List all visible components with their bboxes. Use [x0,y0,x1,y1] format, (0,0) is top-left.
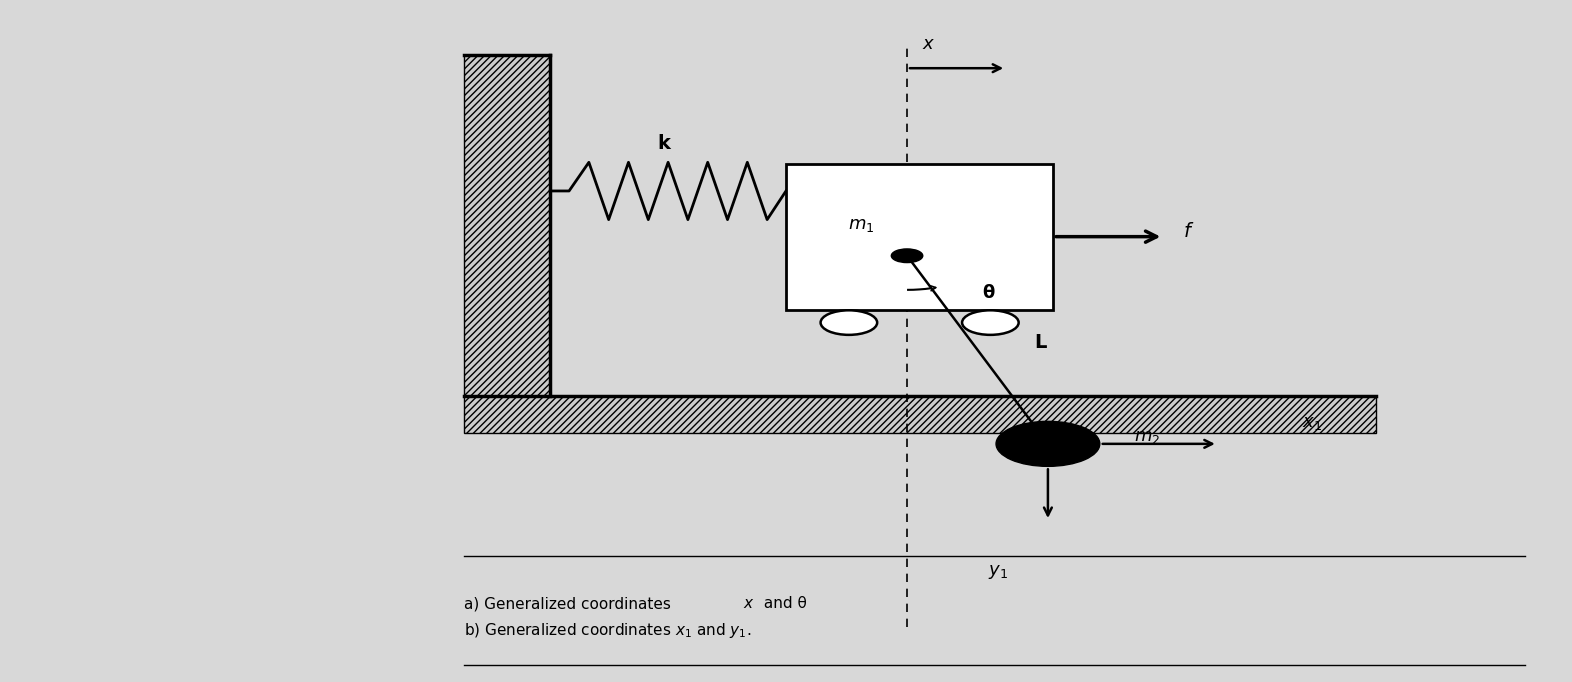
Bar [786,164,1053,310]
Circle shape [891,249,923,263]
Text: f: f [1184,222,1190,241]
Text: θ: θ [982,284,995,302]
Bar [464,55,550,396]
Text: k: k [657,134,670,153]
Circle shape [821,310,877,335]
Text: a) Generalized coordinates: a) Generalized coordinates [464,596,676,611]
Text: $m_1$: $m_1$ [849,216,874,234]
Text: $m_2$: $m_2$ [1135,428,1160,446]
Text: b) Generalized coordinates $x_1$ and $y_1$.: b) Generalized coordinates $x_1$ and $y_… [464,621,751,640]
Text: L: L [1034,333,1047,353]
Circle shape [962,310,1019,335]
Circle shape [997,421,1100,466]
Bar [0,0,424,682]
Text: a) Generalized coordinates: a) Generalized coordinates [464,596,676,611]
Text: $x_1$: $x_1$ [1302,415,1322,432]
Text: and θ: and θ [759,596,806,611]
Text: x: x [923,35,932,53]
Text: x: x [744,596,753,611]
Text: $y_1$: $y_1$ [987,563,1008,581]
Bar [464,396,1376,433]
